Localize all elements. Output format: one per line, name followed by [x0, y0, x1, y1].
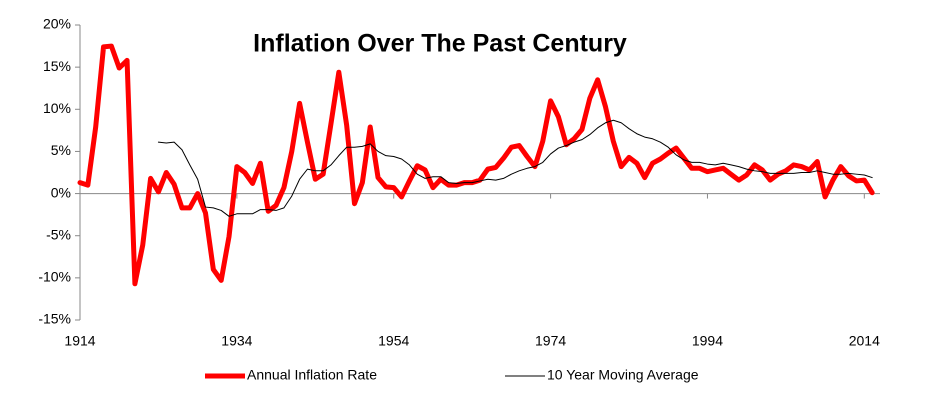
y-tick-label: 15%	[43, 58, 71, 74]
y-tick-label: 0%	[51, 184, 71, 200]
x-tick-label: 1994	[692, 333, 723, 349]
x-tick-label: 1954	[378, 333, 409, 349]
y-tick-label: -15%	[38, 311, 71, 327]
y-tick-label: -5%	[46, 226, 71, 242]
y-tick-label: 5%	[51, 142, 71, 158]
x-tick-label: 2014	[849, 333, 880, 349]
x-tick-label: 1934	[221, 333, 252, 349]
y-tick-label: 20%	[43, 16, 71, 32]
chart-title: Inflation Over The Past Century	[253, 30, 627, 58]
y-tick-label: 10%	[43, 100, 71, 116]
series-line	[157, 119, 873, 217]
legend-label: 10 Year Moving Average	[547, 367, 699, 383]
legend-label: Annual Inflation Rate	[247, 367, 377, 383]
y-tick-label: -10%	[38, 269, 71, 285]
x-tick-label: 1914	[64, 333, 95, 349]
x-tick-label: 1974	[535, 333, 566, 349]
series-line	[77, 43, 875, 287]
